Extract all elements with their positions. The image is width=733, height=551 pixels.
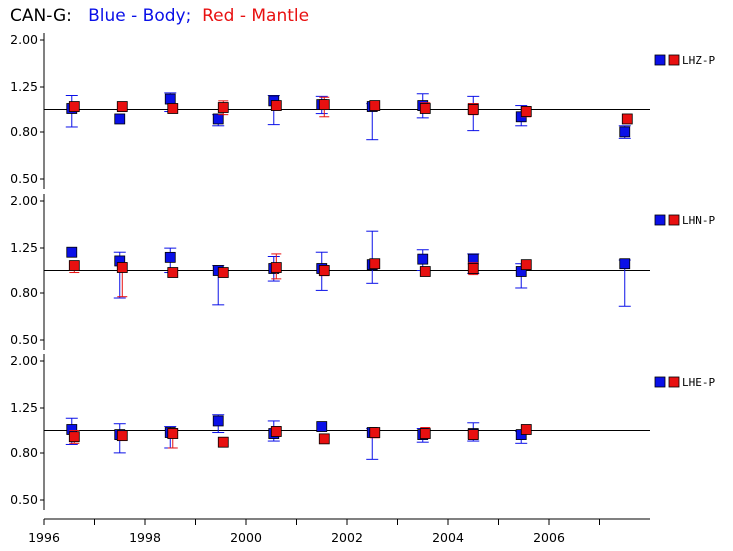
mantle-marker [520, 424, 532, 435]
mantle-marker [167, 267, 179, 278]
legend-label-LHE-P: LHE-P [682, 376, 715, 389]
x-tick-label: 1998 [129, 530, 161, 545]
mantle-marker [318, 433, 330, 445]
legend-mantle-swatch [668, 214, 680, 226]
mantle-marker [270, 426, 282, 437]
y-tick-label: 2.00 [10, 193, 38, 208]
body-marker [619, 258, 631, 270]
title-prefix: CAN-G: [10, 6, 72, 26]
page-title: CAN-G: Blue - Body; Red - Mantle [10, 6, 309, 26]
legend-body-swatch [654, 54, 666, 66]
legend-label-LHN-P: LHN-P [682, 214, 715, 227]
mantle-marker [467, 263, 479, 274]
x-tick-label: 2000 [230, 530, 262, 545]
legend-label-LHZ-P: LHZ-P [682, 54, 715, 67]
mantle-marker [217, 436, 229, 448]
mantle-marker [116, 101, 128, 112]
body-marker [316, 421, 328, 432]
y-tick-label: 0.50 [10, 332, 38, 347]
mantle-marker [419, 103, 431, 114]
x-tick-label: 2002 [331, 530, 363, 545]
body-marker [66, 246, 78, 258]
mantle-marker [419, 428, 431, 439]
mantle-marker [318, 265, 330, 276]
mantle-marker [419, 266, 431, 277]
mantle-marker [467, 429, 479, 440]
mantle-marker [68, 101, 80, 112]
mantle-marker [116, 262, 128, 273]
y-tick-label: 1.25 [10, 79, 38, 94]
mantle-marker [369, 258, 381, 270]
mantle-marker [167, 428, 179, 439]
body-marker [619, 126, 631, 138]
mantle-marker [270, 262, 282, 273]
y-tick-label: 0.80 [10, 124, 38, 139]
body-marker [212, 113, 224, 125]
mantle-marker [520, 259, 532, 271]
mantle-marker [369, 100, 381, 111]
y-tick-label: 0.50 [10, 171, 38, 186]
mantle-marker [68, 260, 80, 272]
y-tick-label: 2.00 [10, 32, 38, 47]
body-marker [114, 113, 126, 125]
title-mantle-legend: Red - Mantle [202, 6, 310, 26]
mantle-marker [270, 100, 282, 111]
legend-body-swatch [654, 214, 666, 226]
mantle-marker [167, 103, 179, 114]
mantle-marker [68, 431, 80, 443]
y-tick-label: 0.80 [10, 445, 38, 460]
title-body-legend: Blue - Body; [88, 6, 192, 26]
body-marker [164, 251, 176, 263]
mantle-marker [369, 427, 381, 438]
x-tick-label: 1996 [28, 530, 60, 545]
legend-body-swatch [654, 376, 666, 388]
mantle-marker [217, 102, 229, 113]
y-tick-label: 0.50 [10, 492, 38, 507]
mantle-marker [217, 267, 229, 278]
y-tick-label: 1.25 [10, 400, 38, 415]
mantle-marker [621, 113, 633, 125]
mantle-marker [520, 106, 532, 117]
body-marker [417, 253, 429, 265]
y-tick-label: 0.80 [10, 285, 38, 300]
mantle-marker [467, 104, 479, 115]
legend-mantle-swatch [668, 376, 680, 388]
legend-mantle-swatch [668, 54, 680, 66]
x-tick-label: 2006 [533, 530, 565, 545]
body-marker [212, 415, 224, 427]
body-marker [164, 93, 176, 105]
mantle-marker [116, 430, 128, 442]
mantle-marker [318, 99, 330, 111]
x-tick-label: 2004 [432, 530, 464, 545]
y-tick-label: 2.00 [10, 353, 38, 368]
y-tick-label: 1.25 [10, 240, 38, 255]
